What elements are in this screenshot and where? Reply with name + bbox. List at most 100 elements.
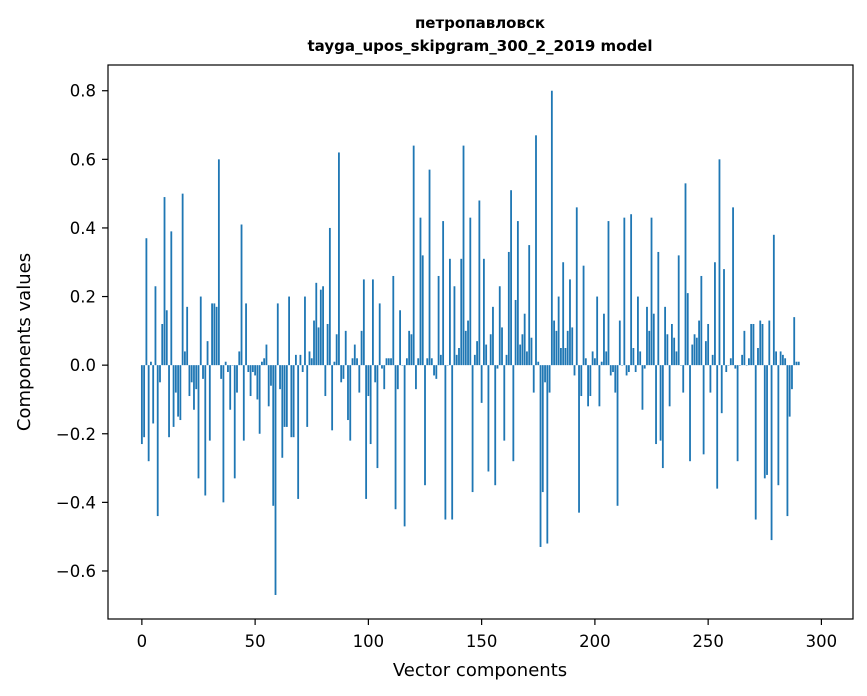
bar [646, 306, 648, 366]
bar [637, 296, 639, 366]
bar [179, 365, 182, 421]
bar [473, 354, 476, 366]
bar [714, 262, 716, 366]
bar [702, 365, 705, 455]
bar [222, 365, 225, 503]
bar [725, 365, 728, 373]
bar [224, 361, 227, 366]
y-tick-label: 0.8 [70, 82, 96, 101]
bar [170, 231, 173, 366]
bar [582, 265, 585, 366]
bar [707, 323, 710, 366]
bar [292, 365, 295, 438]
bar [306, 365, 309, 427]
bar [449, 258, 451, 366]
bar [326, 323, 329, 366]
bar [519, 344, 522, 366]
bar [335, 334, 338, 366]
bar [390, 358, 392, 366]
bar [777, 365, 780, 486]
bar [770, 365, 773, 541]
bar [387, 358, 390, 366]
bar [612, 365, 614, 373]
y-tick-label: 0.0 [70, 356, 96, 375]
bar [643, 365, 646, 369]
x-axis-label: Vector components [393, 660, 567, 681]
bar [786, 365, 789, 517]
bar [492, 306, 494, 366]
bar [324, 365, 327, 397]
bar [276, 303, 279, 366]
bar [195, 365, 198, 390]
bar [399, 310, 401, 366]
bar [698, 320, 700, 366]
bar [233, 365, 236, 479]
bar [199, 296, 202, 366]
bar [655, 365, 657, 445]
bar [548, 365, 551, 393]
x-tick-label: 300 [806, 632, 838, 651]
bar [718, 159, 721, 366]
bar [750, 323, 753, 366]
bar [671, 323, 673, 366]
bar [546, 365, 549, 544]
bar [374, 365, 377, 383]
bar [417, 358, 420, 366]
bar [709, 365, 712, 393]
bar [482, 258, 485, 366]
bar [161, 323, 164, 366]
bar [661, 365, 664, 469]
bar [181, 193, 184, 366]
bar [430, 358, 433, 366]
bar [328, 227, 331, 366]
bar [607, 221, 610, 366]
bar [322, 286, 324, 366]
bar [682, 365, 685, 393]
bar [220, 365, 223, 379]
bar [147, 365, 150, 462]
bar [584, 358, 587, 366]
bar [526, 351, 528, 366]
bar [553, 320, 556, 366]
bar [759, 320, 762, 366]
bar [313, 320, 315, 366]
bar [528, 245, 531, 366]
bar [614, 365, 617, 393]
bar-series [140, 90, 800, 595]
bar [684, 183, 687, 366]
bar [632, 348, 635, 366]
bar [467, 320, 469, 366]
bar [367, 365, 370, 397]
bar [265, 344, 268, 366]
bar [580, 365, 583, 397]
bar [784, 358, 787, 366]
bar [347, 365, 349, 421]
bar [748, 358, 750, 366]
bar [503, 365, 506, 441]
bar [403, 365, 406, 527]
bar [677, 255, 680, 366]
bar [163, 197, 166, 366]
bar [544, 365, 546, 383]
bar [741, 354, 744, 366]
bar [383, 365, 386, 390]
bar [426, 358, 429, 366]
bar [369, 365, 372, 445]
bar [537, 361, 540, 366]
bar [521, 334, 524, 366]
bar [338, 152, 340, 366]
bar [245, 303, 247, 366]
bar [308, 351, 311, 366]
bar [469, 217, 472, 366]
bar [668, 365, 671, 407]
bar [342, 365, 345, 379]
bar [152, 365, 155, 424]
bar [693, 334, 696, 366]
bar [460, 258, 463, 366]
bar [779, 351, 782, 366]
bar [140, 365, 143, 445]
bar [603, 313, 605, 366]
bar [700, 275, 703, 366]
bar [281, 365, 284, 458]
